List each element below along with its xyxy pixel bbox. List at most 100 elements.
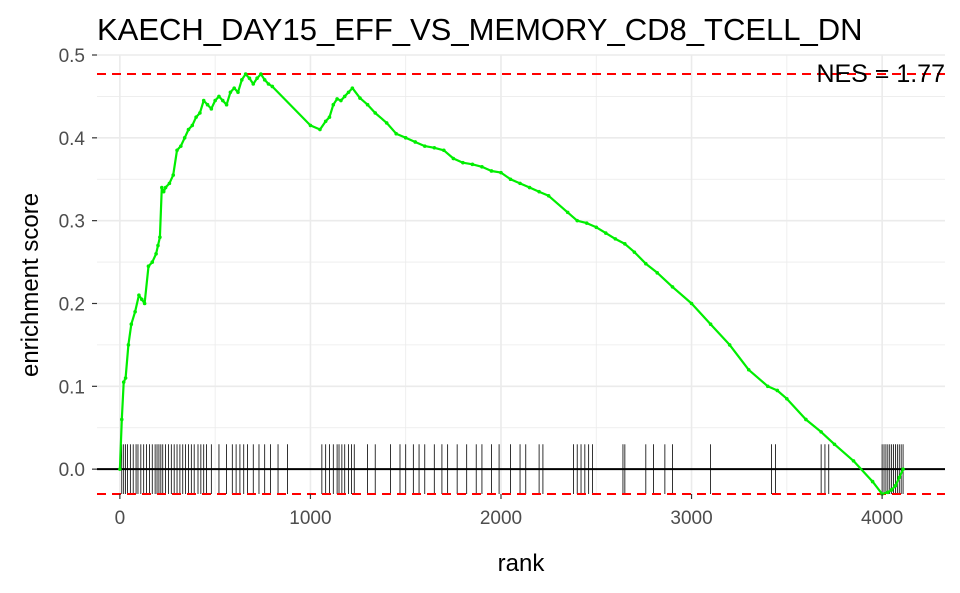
es-point	[765, 384, 770, 389]
es-point	[121, 380, 126, 384]
es-point	[318, 127, 322, 132]
es-point	[190, 123, 195, 128]
enrichment-score-curve	[118, 72, 905, 496]
es-point	[889, 488, 894, 492]
es-point	[413, 140, 418, 144]
es-point	[323, 119, 328, 124]
es-point	[142, 301, 147, 306]
es-point	[499, 170, 503, 175]
x-tick-label: 4000	[861, 508, 903, 529]
chart-title: KAECH_DAY15_EFF_VS_MEMORY_CD8_TCELL_DN	[97, 12, 863, 47]
es-point	[644, 261, 648, 266]
es-point	[518, 181, 522, 186]
es-point	[342, 94, 347, 99]
y-tick-label: 0.1	[59, 377, 85, 398]
es-point	[126, 343, 131, 347]
es-point	[158, 235, 162, 240]
es-point	[655, 271, 660, 275]
x-tick-label: 0	[115, 508, 126, 529]
es-point	[489, 169, 494, 173]
es-point	[217, 94, 221, 99]
es-point	[228, 90, 233, 95]
es-point	[480, 165, 484, 169]
es-point	[670, 285, 675, 289]
es-point	[198, 111, 202, 115]
es-point	[470, 162, 475, 167]
x-axis-title: rank	[498, 550, 546, 577]
es-point	[403, 136, 408, 140]
es-point	[308, 123, 313, 128]
es-point	[186, 127, 191, 132]
es-point	[442, 148, 446, 153]
es-point	[161, 189, 166, 194]
x-tick-label: 2000	[480, 508, 522, 529]
es-point	[154, 251, 158, 256]
es-point	[775, 388, 780, 393]
es-point	[179, 144, 183, 148]
y-tick-label: 0.0	[59, 460, 85, 481]
es-point	[205, 102, 210, 107]
y-tick-label: 0.4	[59, 129, 86, 150]
es-point	[270, 84, 275, 89]
es-point	[133, 309, 137, 314]
es-point	[432, 145, 437, 150]
es-point	[575, 218, 580, 223]
es-point	[335, 97, 339, 101]
es-point	[175, 148, 179, 153]
es-point	[565, 210, 570, 215]
es-point	[224, 102, 229, 107]
es-point	[209, 107, 214, 111]
y-axis-ticks: 0.0 0.1 0.2 0.3 0.4 0.5	[59, 46, 97, 481]
es-point	[137, 293, 141, 298]
es-point	[259, 72, 263, 76]
es-point	[604, 231, 608, 235]
es-point	[584, 221, 589, 225]
es-point	[171, 173, 176, 177]
es-point	[159, 185, 164, 190]
es-point	[870, 479, 875, 484]
es-point	[384, 121, 389, 125]
es-point	[785, 396, 789, 401]
es-point	[255, 76, 259, 80]
es-point	[232, 86, 237, 90]
es-point	[339, 98, 343, 103]
es-point	[350, 86, 355, 90]
es-point	[123, 376, 128, 380]
es-point	[897, 475, 902, 480]
es-point	[613, 237, 618, 241]
es-point	[461, 160, 465, 165]
es-point	[146, 264, 151, 269]
y-axis-title: enrichment score	[17, 193, 44, 377]
es-point	[394, 131, 398, 136]
grid-lines	[97, 54, 945, 494]
es-point	[139, 297, 144, 302]
es-point	[832, 442, 837, 447]
x-axis-ticks: 0 1000 2000 3000 4000	[115, 494, 903, 529]
es-point	[537, 189, 541, 194]
es-point	[118, 467, 122, 471]
es-point	[119, 417, 124, 422]
es-point	[901, 467, 905, 471]
es-point	[623, 242, 627, 246]
es-point	[266, 82, 271, 86]
es-point	[508, 177, 513, 182]
es-point	[893, 483, 898, 488]
es-point	[451, 156, 456, 161]
es-point	[819, 430, 823, 434]
es-point	[422, 144, 427, 148]
es-point	[182, 136, 187, 140]
es-point	[220, 98, 225, 103]
y-tick-label: 0.5	[59, 46, 85, 67]
enrichment-score-points	[118, 72, 905, 496]
es-point	[708, 322, 713, 326]
x-tick-label: 3000	[670, 508, 712, 529]
es-point	[346, 90, 351, 95]
es-point	[851, 459, 856, 463]
es-point	[365, 102, 370, 107]
es-point	[546, 194, 551, 198]
es-point	[163, 185, 168, 190]
es-point	[240, 78, 244, 82]
x-tick-label: 1000	[289, 508, 331, 529]
es-point	[358, 96, 362, 100]
